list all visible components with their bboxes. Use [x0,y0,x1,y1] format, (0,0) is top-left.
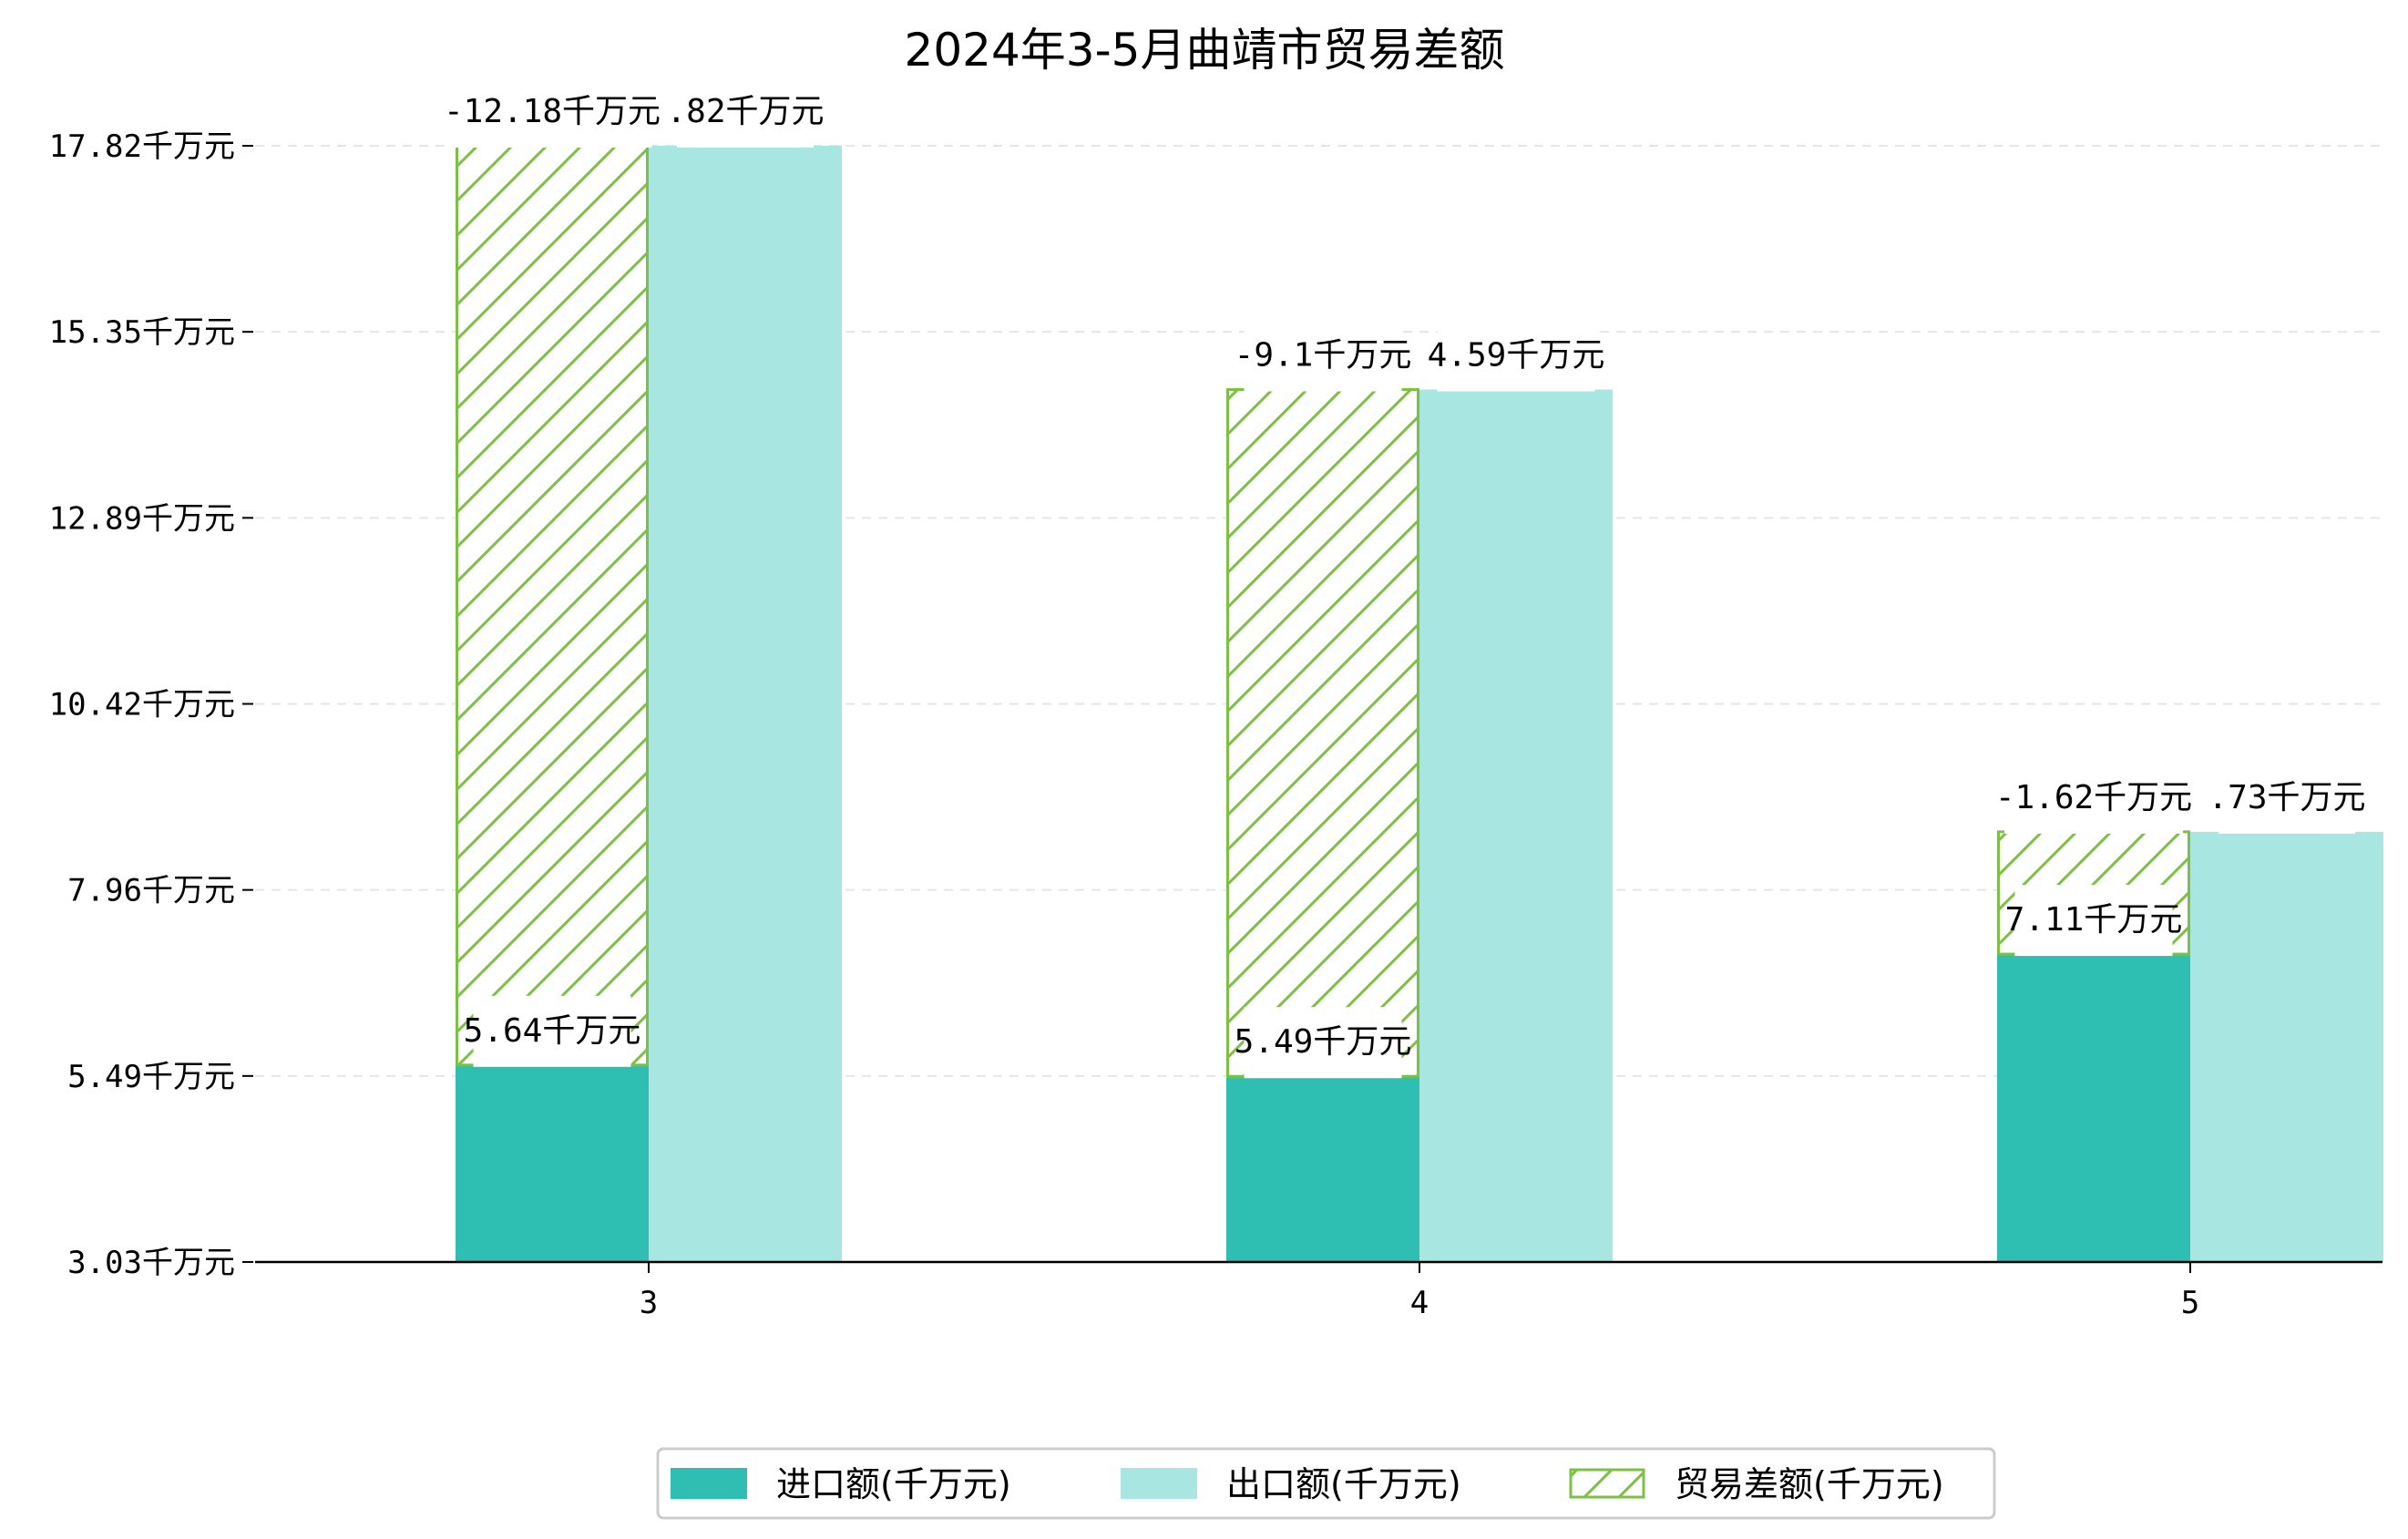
export-value-label-box [2218,762,2355,834]
legend-export-swatch [1121,1468,1197,1499]
import-value-label-box [2014,885,2173,957]
import-value-label: 7.11千万元 [2005,901,2183,939]
y-tick-label: 15.35千万元 [49,314,235,351]
legend-import-swatch [671,1468,747,1499]
export-bar [2190,831,2383,1262]
trade-balance-value-label: -9.1千万元 [1235,337,1412,374]
y-tick-label: 10.42千万元 [49,687,235,723]
y-tick-label: 12.89千万元 [49,500,235,537]
chart-title: 2024年3-5月曲靖市贸易差额 [905,24,1505,77]
export-value-label: .82千万元 [666,93,824,130]
export-bar [649,146,842,1262]
export-value-label-box [677,77,814,148]
bars [456,144,2383,1262]
trade-balance-value-label-box [452,77,652,148]
export-value-label-box [1437,320,1595,392]
import-value-label-box [473,995,631,1067]
import-bar [1997,954,2190,1262]
legend-frame [656,1447,1996,1520]
x-tick-label: 3 [640,1285,658,1321]
x-tick-label: 4 [1410,1285,1429,1321]
y-tick-label: 5.49千万元 [67,1059,235,1095]
trade-balance-bar [456,144,649,1067]
x-tick-label: 5 [2181,1285,2199,1321]
legend-trade-balance-swatch [1569,1468,1645,1499]
trade-balance-value-label: -12.18千万元 [444,93,661,130]
data-labels: .82千万元-12.18千万元 5.64千万元 4.59千万元 -9.1千万元 5.49… [444,77,2366,1079]
y-tick-label: 3.03千万元 [67,1245,235,1281]
export-value-label: 4.59千万元 [1428,337,1605,374]
import-bar [1226,1076,1419,1262]
import-value-label: 5.64千万元 [464,1012,641,1050]
axes: 3.03千万元 5.49千万元 7.96千万元 10.42千万元 12.89千万元 15.… [49,128,2382,1321]
import-value-label-box [1244,1007,1402,1079]
y-tick-label: 7.96千万元 [67,873,235,909]
legend-import-label: 进口额(千万元) [776,1464,1011,1504]
legend-export-label: 出口额(千万元) [1226,1464,1461,1504]
export-value-label: .73千万元 [2208,779,2365,816]
trade-balance-value-label-box [2004,762,2183,834]
trade-balance-bar [1226,388,1419,1078]
trade-balance-value-label: -1.62千万元 [1995,779,2192,816]
trade-balance-value-label-box [1244,320,1402,392]
export-bar [1419,389,1613,1262]
import-value-label: 5.49千万元 [1235,1023,1412,1061]
legend-trade-balance-label: 贸易差额(千万元) [1675,1464,1944,1504]
y-tick-label: 17.82千万元 [49,128,235,165]
import-bar [456,1064,649,1262]
legend: 进口额(千万元) 出口额(千万元) 贸易差额(千万元) [656,1447,1996,1520]
